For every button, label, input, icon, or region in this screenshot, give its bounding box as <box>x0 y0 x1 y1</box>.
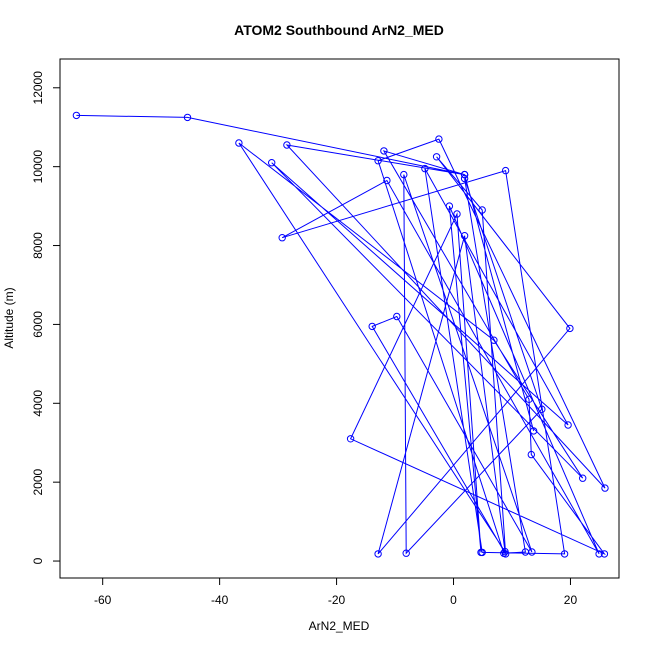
x-tick-label: 20 <box>564 593 578 607</box>
data-point <box>421 164 429 173</box>
data-point <box>460 232 469 240</box>
y-tick-label: 2000 <box>31 468 45 495</box>
data-point <box>346 435 355 443</box>
chart-title: ATOM2 Southbound ArN2_MED <box>234 22 444 38</box>
data-point <box>478 206 486 214</box>
y-tick-label: 12000 <box>31 71 45 105</box>
y-tick-label: 0 <box>31 557 45 564</box>
data-point <box>432 153 441 161</box>
data-point <box>600 550 609 558</box>
data-point <box>435 135 443 143</box>
data-point <box>501 547 509 556</box>
data-point <box>383 176 391 185</box>
series-layer <box>72 111 609 558</box>
data-point <box>501 166 510 175</box>
y-axis: 0 2000 4000 6000 8000 10000 12000 <box>31 71 61 564</box>
data-point <box>72 111 81 120</box>
x-axis-label: ArN2_MED <box>309 619 370 633</box>
data-point <box>374 157 382 165</box>
data-point <box>235 139 243 147</box>
x-axis: -60 -40 -20 0 20 <box>94 577 578 607</box>
series-line <box>76 114 606 556</box>
data-point <box>445 202 454 210</box>
y-tick-label: 4000 <box>31 390 45 417</box>
x-tick-label: -20 <box>328 593 346 607</box>
data-point <box>183 113 192 122</box>
data-point <box>380 147 388 155</box>
data-point <box>538 405 546 413</box>
data-point <box>402 549 410 557</box>
data-point <box>283 141 291 149</box>
data-point <box>268 159 276 167</box>
data-point <box>528 548 536 556</box>
data-point <box>374 550 382 558</box>
y-tick-label: 10000 <box>31 150 45 184</box>
data-point <box>566 324 574 333</box>
y-tick-label: 8000 <box>31 232 45 259</box>
y-tick-label: 6000 <box>31 311 45 338</box>
data-point <box>368 322 376 331</box>
data-point <box>527 450 535 459</box>
data-point <box>525 395 533 403</box>
data-point <box>400 170 408 179</box>
y-axis-label: Altitude (m) <box>2 287 16 348</box>
data-point <box>453 210 461 218</box>
data-point <box>460 174 469 183</box>
plot-box <box>59 58 620 579</box>
data-point <box>477 548 485 557</box>
data-point <box>460 170 469 179</box>
data-point <box>564 421 572 429</box>
data-point <box>529 427 538 435</box>
data-point <box>595 550 603 558</box>
data-point <box>393 312 401 321</box>
x-tick-label: -60 <box>94 593 112 607</box>
data-point <box>579 474 587 482</box>
data-point <box>601 484 609 492</box>
data-point <box>490 336 498 344</box>
x-tick-label: -40 <box>211 593 229 607</box>
data-point <box>560 550 569 558</box>
data-point <box>278 234 286 242</box>
x-tick-label: 0 <box>450 593 457 607</box>
